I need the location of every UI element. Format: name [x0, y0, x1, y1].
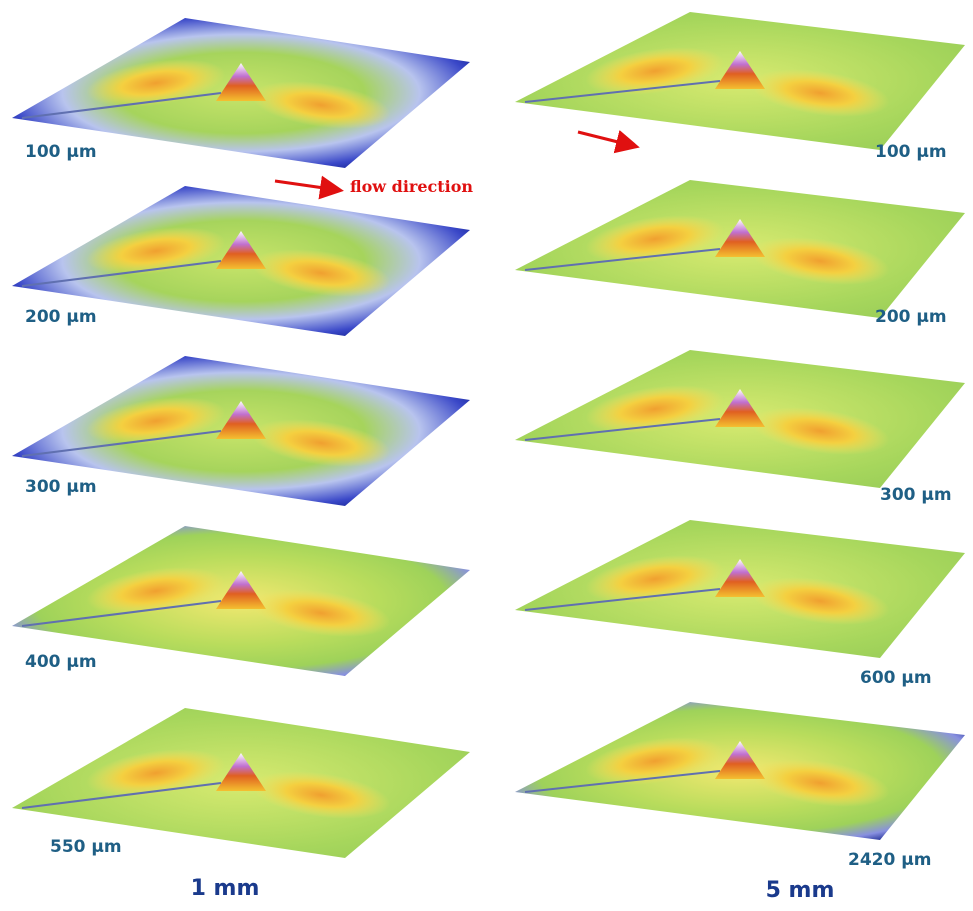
- panel-label: 600 μm: [860, 668, 932, 688]
- figure: 100 μm 200 μm 300 μm 400 μm 550 μm 1 mm 100 μm…: [0, 0, 973, 911]
- column-title: 1 mm: [191, 876, 260, 901]
- panel-label: 300 μm: [25, 477, 97, 497]
- panel-label: 200 μm: [875, 307, 947, 327]
- column-title: 5 mm: [766, 878, 835, 903]
- panels: 100 μm 200 μm 300 μm 400 μm 550 μm 1 mm 100 μm…: [12, 12, 965, 903]
- panel-label: 300 μm: [880, 485, 952, 505]
- annotation: flow direction: [350, 177, 473, 196]
- flow-arrow: [578, 132, 634, 146]
- panel-label: 200 μm: [25, 307, 97, 327]
- panel-label: 100 μm: [25, 142, 97, 162]
- panel-label: 550 μm: [50, 837, 122, 857]
- flow-arrow: [275, 181, 338, 190]
- panel-label: 400 μm: [25, 652, 97, 672]
- panel-label: 2420 μm: [848, 850, 931, 870]
- panel-label: 100 μm: [875, 142, 947, 162]
